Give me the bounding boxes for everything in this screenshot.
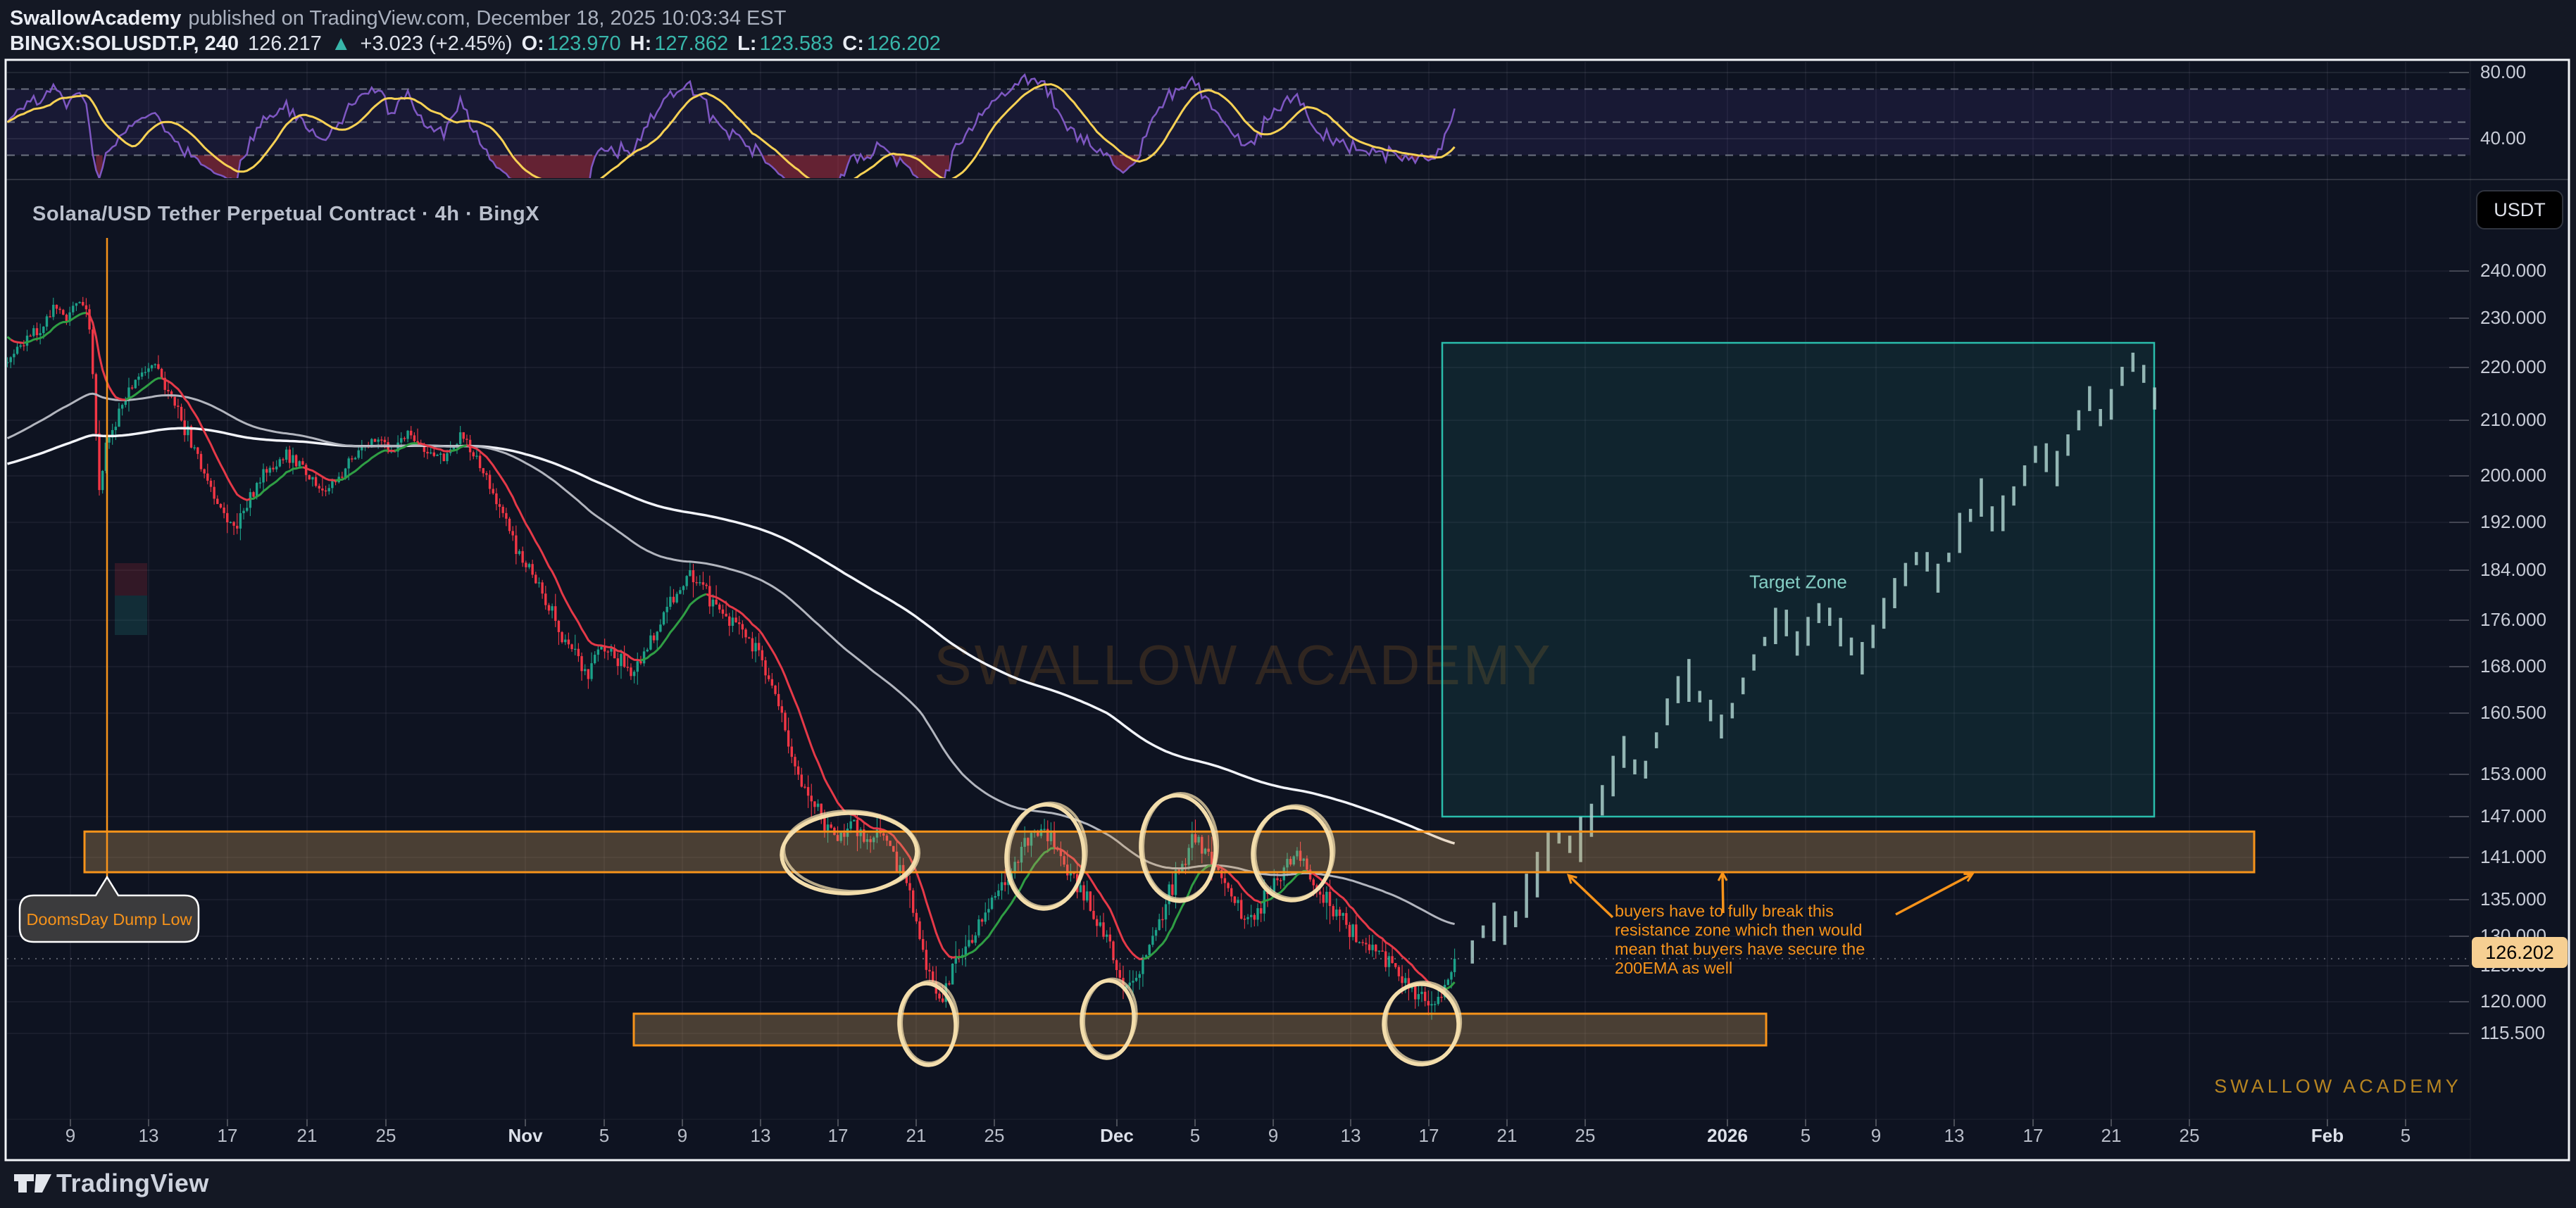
doomsday-callout[interactable] xyxy=(18,875,200,943)
time-axis-label: 9 xyxy=(677,1125,688,1146)
up-arrow-icon: ▲ xyxy=(330,32,351,55)
annotation-line: buyers have to fully break this xyxy=(1615,902,1834,920)
price-axis-label: 230.000 xyxy=(2480,307,2546,328)
time-axis-label: 21 xyxy=(296,1125,318,1146)
time-axis-label: 5 xyxy=(599,1125,610,1146)
time-axis-label: 5 xyxy=(2400,1125,2411,1146)
tradingview-logo-icon[interactable] xyxy=(11,1169,54,1197)
time-axis-label: 2026 xyxy=(1707,1125,1748,1146)
symbol-header: BINGX:SOLUSDT.P, 240 126.217 ▲ +3.023 (+… xyxy=(10,32,941,56)
high-value: 127.862 xyxy=(654,32,729,55)
chart-title: Solana/USD Tether Perpetual Contract · 4… xyxy=(32,203,540,225)
price-axis-label: 168.000 xyxy=(2480,655,2546,677)
gridlines xyxy=(6,60,2569,1160)
rsi-axis-label: 40.00 xyxy=(2480,127,2527,149)
ma-200-line xyxy=(7,427,1456,845)
highlight-circles xyxy=(780,792,1463,1067)
symbol-name: BINGX:SOLUSDT.P, 240 xyxy=(10,32,239,55)
time-axis-label: 17 xyxy=(217,1125,238,1146)
high-label: H: xyxy=(630,32,652,55)
low-value: 123.583 xyxy=(759,32,834,55)
time-axis-label: 13 xyxy=(1944,1125,1965,1146)
chart-pane-bg xyxy=(6,60,2569,1160)
annotation-arrow xyxy=(1569,876,1614,919)
time-axis-label: 17 xyxy=(2022,1125,2044,1146)
target-zone-box[interactable] xyxy=(1441,341,2156,818)
price-axis-label: 192.000 xyxy=(2480,511,2546,532)
price-axis-label: 115.500 xyxy=(2480,1022,2546,1043)
rsi-line xyxy=(7,73,1456,178)
last-price: 126.217 xyxy=(248,32,322,55)
time-axis-label: 13 xyxy=(138,1125,159,1146)
time-axis-label: 17 xyxy=(827,1125,849,1146)
publish-header: SwallowAcademy published on TradingView.… xyxy=(10,7,786,30)
price-axis-label: 176.000 xyxy=(2480,609,2546,630)
annotation-line: mean that buyers have secure the xyxy=(1615,940,1865,958)
time-axis-label: 21 xyxy=(1496,1125,1518,1146)
price-axis-label: 184.000 xyxy=(2480,559,2546,580)
price-axis-label: 147.000 xyxy=(2480,805,2546,826)
corner-watermark: SWALLOW ACADEMY xyxy=(2214,1076,2462,1097)
time-axis-label: 17 xyxy=(1418,1125,1439,1146)
price-axis-label: 120.000 xyxy=(2480,990,2546,1012)
rsi-oversold-fill xyxy=(96,155,1435,178)
time-axis-label: 25 xyxy=(984,1125,1005,1146)
price-axis-label: 160.500 xyxy=(2480,702,2546,723)
close-label: C: xyxy=(842,32,864,55)
time-axis-label: 21 xyxy=(2101,1125,2122,1146)
price-scale[interactable]: 240.000 230.000 220.000 210.000 200.000 192.0… xyxy=(2475,0,2575,1208)
annotation-line: 200EMA as well xyxy=(1615,959,1733,977)
price-axis-label: 220.000 xyxy=(2480,356,2546,377)
rsi-axis-label: 80.00 xyxy=(2480,61,2527,82)
annotation-note: buyers have to fully break this resistanc… xyxy=(1615,902,1865,978)
low-label: L: xyxy=(737,32,757,55)
price-axis-label: 135.000 xyxy=(2480,888,2546,910)
time-axis-label: 25 xyxy=(375,1125,396,1146)
time-scale[interactable]: 9 13 17 21 25 Nov 5 9 13 17 21 25 Dec 5 9 13 17 21 25 2026 5… xyxy=(0,1125,2576,1156)
price-axis-label: 210.000 xyxy=(2480,409,2546,430)
target-zone-label: Target Zone xyxy=(1749,572,1847,593)
doomsday-label: DoomsDay Dump Low xyxy=(26,910,192,929)
rsi-ma-line xyxy=(7,83,1456,178)
time-axis-label: 5 xyxy=(1800,1125,1811,1146)
resistance-zone[interactable] xyxy=(83,830,2256,874)
time-axis-label: Nov xyxy=(508,1125,543,1146)
last-price-badge: 126.202 xyxy=(2472,937,2568,968)
imbalance-box xyxy=(115,563,147,596)
imbalance-box xyxy=(115,596,147,635)
open-value: 123.970 xyxy=(546,32,621,55)
support-zone[interactable] xyxy=(632,1012,1768,1047)
time-axis-label: 13 xyxy=(1340,1125,1361,1146)
time-axis-label: 9 xyxy=(1268,1125,1279,1146)
time-axis-label: 13 xyxy=(750,1125,771,1146)
time-axis-label: 9 xyxy=(65,1125,76,1146)
price-axis-label: 141.000 xyxy=(2480,846,2546,867)
annotation-arrow xyxy=(1722,874,1723,914)
projection-bars xyxy=(1470,352,2156,964)
open-label: O: xyxy=(521,32,544,55)
time-axis-label: 9 xyxy=(1870,1125,1882,1146)
price-axis-label: 200.000 xyxy=(2480,465,2546,486)
author-name: SwallowAcademy xyxy=(10,7,182,30)
price-change: +3.023 (+2.45%) xyxy=(360,32,513,55)
annotation-arrow xyxy=(1895,874,1972,916)
tradingview-logo-text[interactable]: TradingView xyxy=(56,1169,209,1197)
time-axis-label: 5 xyxy=(1189,1125,1201,1146)
time-axis-label: 21 xyxy=(906,1125,927,1146)
price-axis-label: 153.000 xyxy=(2480,763,2546,784)
chart-frame xyxy=(4,58,2570,1162)
currency-toggle-button[interactable]: USDT xyxy=(2476,190,2563,229)
time-axis-label: Dec xyxy=(1100,1125,1134,1146)
price-axis-label: 240.000 xyxy=(2480,260,2546,281)
annotation-line: resistance zone which then would xyxy=(1615,921,1863,939)
publish-info: published on TradingView.com, December 1… xyxy=(188,7,787,30)
time-axis-label: 25 xyxy=(2179,1125,2200,1146)
close-value: 126.202 xyxy=(866,32,941,55)
ma-fast-line xyxy=(7,311,1456,991)
time-axis-label: Feb xyxy=(2311,1125,2344,1146)
time-axis-label: 25 xyxy=(1575,1125,1596,1146)
